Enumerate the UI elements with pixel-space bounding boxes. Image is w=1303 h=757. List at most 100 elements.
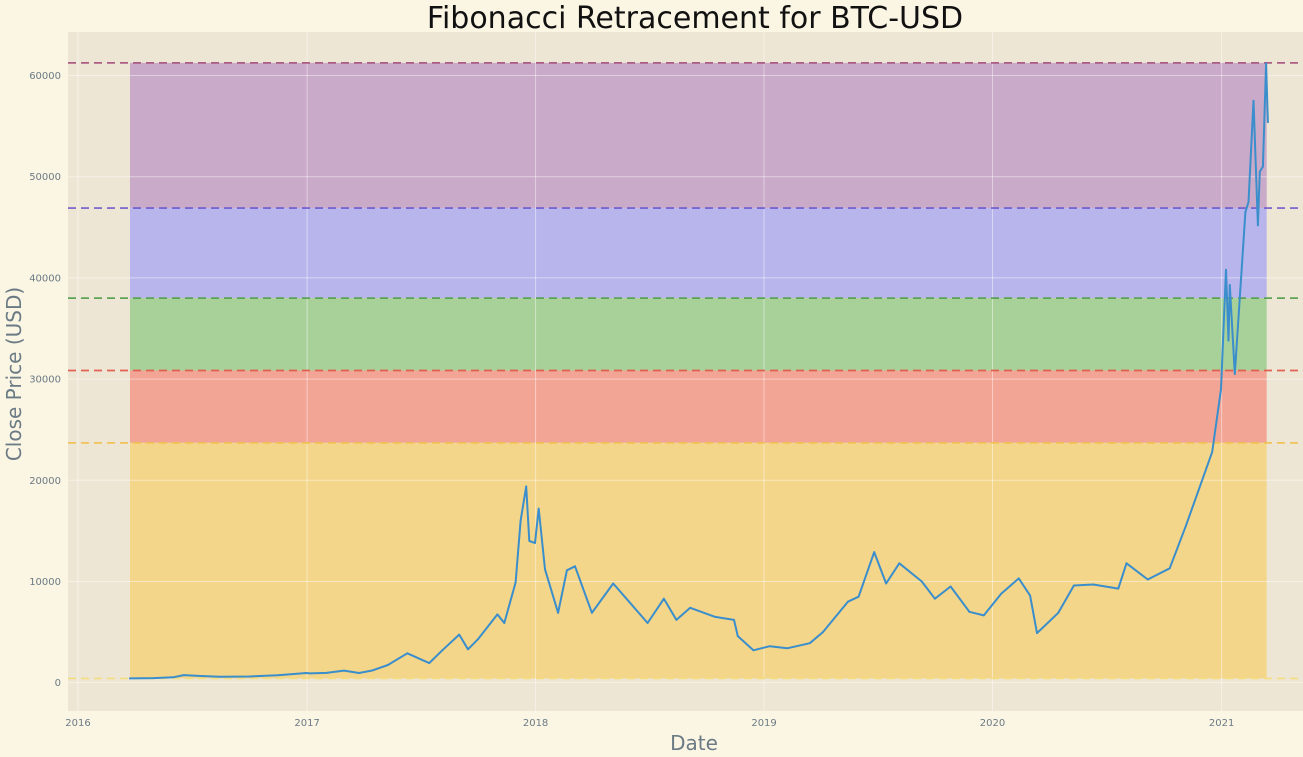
data-point-0-31	[565, 569, 568, 572]
data-point-0-66	[1146, 578, 1149, 581]
data-point-0-61	[1057, 611, 1060, 614]
data-point-0-38	[689, 606, 692, 609]
data-point-0-1	[152, 677, 155, 680]
fib-band-2	[129, 298, 1267, 371]
data-point-0-43	[768, 645, 771, 648]
data-point-0-75	[1233, 373, 1236, 375]
data-point-0-64	[1117, 587, 1120, 590]
data-point-0-72	[1225, 268, 1227, 271]
data-point-0-35	[646, 622, 649, 624]
data-point-0-30	[557, 611, 560, 614]
y-tick-label-40000: 40000	[29, 273, 61, 284]
data-point-0-3	[182, 674, 185, 676]
data-point-0-14	[386, 664, 389, 666]
data-point-0-60	[1036, 632, 1038, 634]
data-point-0-26	[528, 540, 531, 542]
y-tick-label-10000: 10000	[29, 577, 61, 588]
grid	[68, 32, 1303, 711]
data-point-0-21	[496, 613, 499, 616]
data-point-0-40	[733, 619, 735, 621]
y-tick-label-0: 0	[55, 678, 61, 689]
data-point-0-37	[675, 619, 678, 621]
x-tick-label-2016: 2016	[65, 718, 90, 729]
data-point-0-16	[428, 662, 431, 665]
fib-band-3	[129, 370, 1267, 443]
data-point-0-22	[503, 622, 506, 624]
data-point-0-68	[1185, 524, 1187, 527]
data-point-0-70	[1211, 451, 1214, 453]
data-point-0-11	[343, 669, 345, 672]
data-point-0-73	[1227, 339, 1230, 342]
data-point-0-25	[525, 485, 528, 488]
data-point-0-82	[1265, 62, 1267, 65]
data-point-0-39	[714, 615, 717, 618]
x-tick-label-2020: 2020	[980, 718, 1005, 729]
data-point-0-63	[1092, 583, 1095, 586]
data-point-0-46	[821, 631, 824, 633]
y-axis-label: Close Price (USD)	[2, 287, 26, 461]
data-point-0-12	[358, 672, 360, 674]
data-point-0-5	[219, 675, 222, 678]
y-tick-labels: 0 10000 20000 30000 40000 50000 60000	[29, 71, 61, 689]
x-tick-labels: 2016 2017 2018 2019 2020 2021	[65, 718, 1234, 729]
data-point-0-69	[1197, 489, 1200, 492]
data-point-0-23	[514, 581, 517, 584]
data-point-0-2	[172, 676, 175, 679]
data-point-0-0	[129, 677, 131, 680]
data-point-0-33	[591, 611, 593, 614]
data-point-0-8	[305, 672, 308, 674]
data-point-0-36	[663, 597, 665, 600]
data-point-0-78	[1252, 99, 1255, 102]
data-point-0-18	[458, 633, 461, 636]
data-point-0-27	[534, 542, 536, 544]
data-point-0-58	[1017, 577, 1020, 580]
data-point-0-6	[248, 675, 251, 678]
data-point-0-49	[873, 551, 876, 554]
data-point-0-4	[199, 675, 202, 677]
data-point-0-50	[885, 582, 888, 585]
data-point-0-62	[1073, 584, 1075, 587]
data-point-0-28	[537, 507, 540, 510]
data-point-0-74	[1228, 284, 1231, 286]
data-point-0-71	[1220, 388, 1222, 391]
data-point-0-77	[1247, 201, 1250, 203]
chart-title: Fibonacci Retracement for BTC-USD	[427, 1, 963, 36]
data-point-0-47	[847, 600, 849, 603]
data-point-0-34	[612, 582, 615, 585]
data-point-0-48	[857, 595, 860, 598]
x-tick-label-2021: 2021	[1209, 718, 1234, 729]
x-tick-label-2019: 2019	[751, 718, 776, 729]
data-point-0-29	[544, 568, 546, 571]
x-axis-label: Date	[670, 731, 718, 755]
y-tick-label-60000: 60000	[29, 71, 61, 82]
series-layer	[129, 62, 1269, 680]
fib-levels	[68, 62, 1303, 680]
data-point-0-52	[920, 580, 923, 583]
x-tick-label-2017: 2017	[294, 718, 319, 729]
y-tick-label-50000: 50000	[29, 172, 61, 183]
data-point-0-45	[808, 642, 811, 645]
data-point-0-76	[1244, 211, 1247, 214]
data-point-0-15	[406, 652, 409, 655]
data-point-0-83	[1265, 82, 1268, 85]
data-point-0-10	[325, 671, 328, 674]
data-point-0-55	[968, 610, 971, 613]
data-point-0-17	[441, 649, 444, 652]
data-point-0-41	[736, 635, 739, 638]
data-point-0-42	[752, 649, 755, 652]
fib-band-0	[129, 62, 1267, 209]
data-point-0-13	[371, 669, 374, 672]
y-tick-label-30000: 30000	[29, 375, 61, 386]
fib-band-4	[129, 442, 1267, 679]
data-point-0-65	[1125, 562, 1128, 565]
data-point-0-67	[1168, 567, 1171, 570]
data-point-0-59	[1029, 594, 1031, 597]
data-point-0-80	[1258, 170, 1261, 173]
fib-band-1	[129, 208, 1267, 299]
data-point-0-7	[276, 674, 279, 677]
data-point-0-51	[898, 562, 901, 565]
fib-bands	[129, 62, 1267, 679]
data-point-0-84	[1267, 121, 1269, 123]
